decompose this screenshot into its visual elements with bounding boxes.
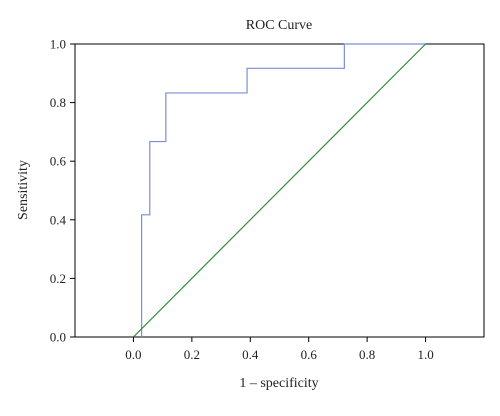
series-layer	[133, 43, 426, 338]
y-tick-label: 0.2	[50, 271, 66, 286]
y-axis-title: Sensitivity	[16, 160, 31, 220]
x-tick-label: 0.8	[359, 347, 375, 362]
reference-diagonal-line	[133, 43, 426, 338]
x-axis-ticks: 0.0 0.2 0.4 0.6 0.8 1.0	[125, 337, 434, 362]
x-tick-label: 0.2	[184, 347, 200, 362]
y-tick-label: 0.0	[50, 330, 66, 345]
y-tick-label: 1.0	[50, 37, 66, 52]
y-axis-ticks: 0.0 0.2 0.4 0.6 0.8 1.0	[50, 37, 75, 345]
plot-frame	[74, 43, 485, 338]
y-tick-label: 0.4	[50, 212, 67, 227]
roc-curve-line	[141, 43, 426, 337]
x-tick-label: 0.0	[125, 347, 141, 362]
y-tick-label: 0.8	[50, 95, 66, 110]
x-tick-label: 0.4	[242, 347, 259, 362]
chart-title: ROC Curve	[246, 18, 313, 33]
y-tick-label: 0.6	[50, 154, 67, 169]
x-tick-label: 0.6	[301, 347, 318, 362]
x-tick-label: 1.0	[417, 347, 433, 362]
x-axis-title: 1 – specificity	[239, 376, 318, 391]
